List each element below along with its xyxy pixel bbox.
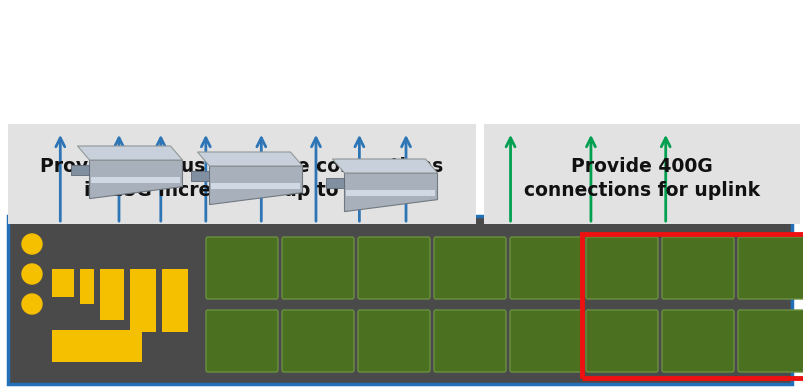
- FancyBboxPatch shape: [206, 237, 278, 299]
- Polygon shape: [198, 152, 302, 166]
- FancyBboxPatch shape: [282, 237, 353, 299]
- FancyBboxPatch shape: [434, 310, 505, 372]
- Polygon shape: [210, 166, 302, 205]
- Polygon shape: [332, 159, 437, 173]
- Polygon shape: [191, 171, 210, 181]
- FancyBboxPatch shape: [585, 237, 657, 299]
- Bar: [8, 124, 475, 224]
- Polygon shape: [326, 178, 344, 188]
- FancyBboxPatch shape: [8, 216, 791, 384]
- Polygon shape: [89, 160, 182, 199]
- FancyBboxPatch shape: [661, 237, 733, 299]
- Polygon shape: [344, 173, 437, 212]
- Bar: [483, 124, 799, 224]
- Bar: [161, 269, 188, 332]
- FancyBboxPatch shape: [509, 237, 581, 299]
- Bar: [100, 269, 124, 320]
- Bar: [211, 183, 300, 189]
- Circle shape: [22, 294, 42, 314]
- Text: Provide various data rate connections: Provide various data rate connections: [40, 156, 443, 176]
- Text: in 25G increments up to 400G: in 25G increments up to 400G: [84, 180, 399, 200]
- FancyBboxPatch shape: [357, 237, 430, 299]
- FancyBboxPatch shape: [509, 310, 581, 372]
- Circle shape: [22, 264, 42, 284]
- FancyBboxPatch shape: [661, 310, 733, 372]
- Circle shape: [22, 234, 42, 254]
- Bar: [130, 269, 156, 332]
- Polygon shape: [77, 146, 182, 160]
- FancyBboxPatch shape: [357, 310, 430, 372]
- Text: connections for uplink: connections for uplink: [524, 180, 759, 200]
- FancyBboxPatch shape: [282, 310, 353, 372]
- FancyBboxPatch shape: [585, 310, 657, 372]
- Bar: [80, 269, 94, 304]
- FancyBboxPatch shape: [434, 237, 505, 299]
- FancyBboxPatch shape: [737, 310, 803, 372]
- Text: Provide 400G: Provide 400G: [570, 156, 712, 176]
- Bar: [346, 190, 435, 196]
- FancyBboxPatch shape: [206, 310, 278, 372]
- Bar: [92, 177, 181, 183]
- Bar: [52, 269, 74, 297]
- FancyBboxPatch shape: [737, 237, 803, 299]
- Bar: [52, 330, 142, 362]
- Polygon shape: [71, 165, 89, 175]
